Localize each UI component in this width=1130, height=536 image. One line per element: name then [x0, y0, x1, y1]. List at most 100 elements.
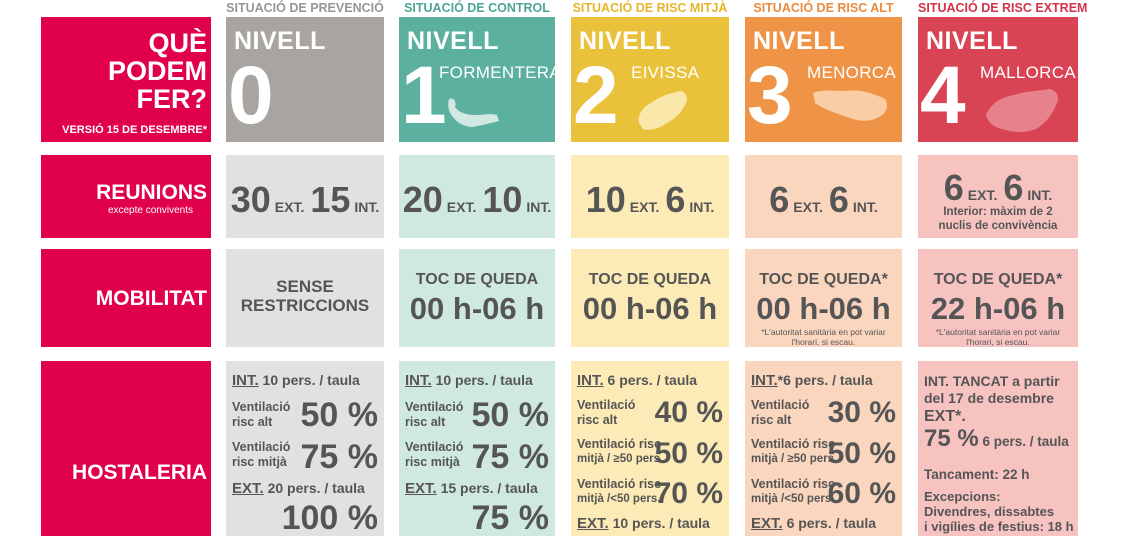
- int-label: INT.: [751, 372, 778, 389]
- curfew-note: *L'autoritat sanitària en pot variar l'h…: [935, 327, 1061, 347]
- vent-label-1b: risc alt: [577, 413, 618, 427]
- vent-label-3b: mitjà /<50 pers.: [751, 493, 835, 505]
- title-line-1: QUÈ: [148, 28, 207, 58]
- curfew-note: *L'autoritat sanitària en pot variar l'h…: [761, 327, 886, 347]
- level-number: 0: [228, 50, 274, 141]
- int-label: INT.: [232, 372, 259, 389]
- vent-pct-3: 60 %: [827, 477, 896, 510]
- ext-label: EXT.: [967, 187, 998, 203]
- vent-label-2b: risc mitjà: [232, 455, 287, 469]
- exterior-pct: 75 %: [924, 425, 979, 452]
- level-number: 2: [573, 50, 619, 141]
- int-text: 10 pers. / taula: [431, 372, 533, 388]
- level-3-box: NIVELL 3 MENORCA: [745, 17, 902, 142]
- vent-label-1b: risc alt: [405, 415, 446, 429]
- int-text: 6 pers. / taula: [603, 372, 698, 388]
- row-header-mobilitat: MOBILITAT: [41, 249, 211, 347]
- int-text: 10 pers. / taula: [258, 372, 360, 388]
- vent-pct-2: 50 %: [827, 437, 896, 470]
- vent-label-1a: Ventilació: [751, 398, 810, 412]
- level-label: NIVELL: [926, 27, 1018, 55]
- mobilitat-line-2: RESTRICCIONS: [240, 296, 370, 315]
- island-name: FORMENTERA: [439, 63, 555, 82]
- exterior-capacity: EXT. 10 pers. / taula: [577, 515, 723, 532]
- exterior-capacity: EXT. 20 pers. / taula: [232, 480, 378, 497]
- reunions-cell-2: 10 EXT. 6 INT.: [571, 155, 729, 238]
- menorca-map-icon: [813, 90, 887, 121]
- int-text: *6 pers. / taula: [777, 372, 873, 388]
- level-label: NIVELL: [407, 27, 499, 55]
- vent-label-2b: mitjà / ≥50 pers.: [577, 453, 664, 465]
- vent-pct-2: 50 %: [654, 437, 723, 470]
- mobilitat-cell-0: SENSE RESTRICCIONS: [226, 249, 384, 347]
- reunions-ext-value: 6: [943, 167, 964, 208]
- vent-pct-1: 30 %: [827, 396, 896, 429]
- reunions-label: REUNIONS: [96, 181, 207, 204]
- mobilitat-label: MOBILITAT: [95, 287, 207, 310]
- level-2-box: NIVELL 2 EIVISSA: [571, 17, 729, 142]
- exterior-capacity: 75 % 6 pers. / taula: [924, 425, 1072, 453]
- hostaleria-cell-3: INT.*6 pers. / taula Ventilació risc alt…: [745, 361, 902, 536]
- curfew-hours: 22 h-06 h: [930, 291, 1066, 326]
- title-box: QUÈ PODEM FER? VERSIÓ 15 DE DESEMBRE*: [41, 17, 211, 142]
- header-risc-alt: SITUACIÓ DE RISC ALT: [753, 1, 894, 15]
- int-label: INT.: [354, 199, 380, 215]
- ext-label: EXT.: [446, 199, 477, 215]
- int-label: INT.: [405, 372, 432, 389]
- reunions-ext-value: 30: [230, 179, 271, 220]
- reunions-int-value: 6: [665, 179, 686, 220]
- vent-label-2a: Ventilació risc: [577, 437, 662, 451]
- island-name: MENORCA: [807, 63, 896, 82]
- int-label: INT.: [689, 199, 715, 215]
- island-name: MALLORCA: [980, 63, 1076, 82]
- reunions-cell-0: 30 EXT. 15 INT.: [226, 155, 384, 238]
- vent-pct-1: 50 %: [300, 396, 379, 434]
- level-label: NIVELL: [234, 27, 326, 55]
- exterior-capacity: EXT. 15 pers. / taula: [405, 480, 549, 497]
- closing-time: Tancament: 22 h: [924, 467, 1030, 482]
- level-number: 3: [747, 50, 793, 141]
- hostaleria-cell-4: INT. TANCAT a partir del 17 de desembre …: [918, 361, 1078, 536]
- curfew-label: TOC DE QUEDA*: [759, 271, 888, 288]
- ext-text: 15 pers. / taula: [436, 480, 538, 496]
- reunions-cell-4: 6 EXT. 6 INT. Interior: màxim de 2 nuclis d…: [918, 155, 1078, 238]
- ext-label: EXT.: [793, 199, 823, 215]
- interior-capacity: INT. 10 pers. / taula: [405, 372, 549, 389]
- reunions-ext-value: 6: [769, 179, 790, 220]
- vent-label-2a: Ventilació: [232, 440, 291, 454]
- level-number: 1: [401, 50, 447, 141]
- curfew-label: TOC DE QUEDA: [415, 271, 539, 288]
- level-label: NIVELL: [753, 27, 845, 55]
- curfew-hours: 00 h-06 h: [582, 291, 718, 326]
- level-4-box: NIVELL 4 MALLORCA: [918, 17, 1078, 142]
- reunions-ext-value: 20: [402, 179, 443, 220]
- vent-label-1a: Ventilació: [577, 398, 636, 412]
- hostaleria-cell-0: INT. 10 pers. / taula Ventilació risc al…: [226, 361, 384, 536]
- vent-label-3a: Ventilació risc: [751, 477, 836, 491]
- row-header-reunions: REUNIONS excepte convivents: [41, 155, 211, 238]
- curfew-label: TOC DE QUEDA: [588, 271, 712, 288]
- interior-capacity: INT. 10 pers. / taula: [232, 372, 378, 389]
- hostaleria-cell-2: INT. 6 pers. / taula Ventilació risc alt…: [571, 361, 729, 536]
- row-header-hostaleria: HOSTALERIA: [41, 361, 211, 536]
- reunions-int-value: 6: [828, 179, 849, 220]
- ext-label: EXT.: [629, 199, 660, 215]
- vent-pct-2: 75 %: [300, 438, 379, 476]
- vent-label-2a: Ventilació risc: [751, 437, 836, 451]
- vent-label-3b: mitjà /<50 pers.: [577, 493, 661, 505]
- interior-closed-1: INT. TANCAT a partir: [924, 373, 1060, 389]
- vent-label-2b: risc mitjà: [405, 455, 460, 469]
- exceptions-label: Excepcions:: [924, 489, 1001, 504]
- version-text: VERSIÓ 15 DE DESEMBRE*: [62, 124, 207, 136]
- reunions-cell-3: 6 EXT. 6 INT.: [745, 155, 902, 238]
- int-label: INT.: [526, 199, 552, 215]
- vent-pct-2: 75 %: [471, 438, 550, 476]
- level-label: NIVELL: [579, 27, 671, 55]
- vent-pct-1: 50 %: [471, 396, 550, 434]
- mobilitat-cell-2: TOC DE QUEDA 00 h-06 h: [571, 249, 729, 347]
- ext-text: 10 pers. / taula: [608, 515, 710, 531]
- ext-label: EXT.: [405, 480, 437, 497]
- exceptions-line-1: Divendres, dissabtes: [924, 504, 1055, 519]
- hostaleria-label: HOSTALERIA: [72, 461, 207, 484]
- curfew-hours: 00 h-06 h: [409, 291, 545, 326]
